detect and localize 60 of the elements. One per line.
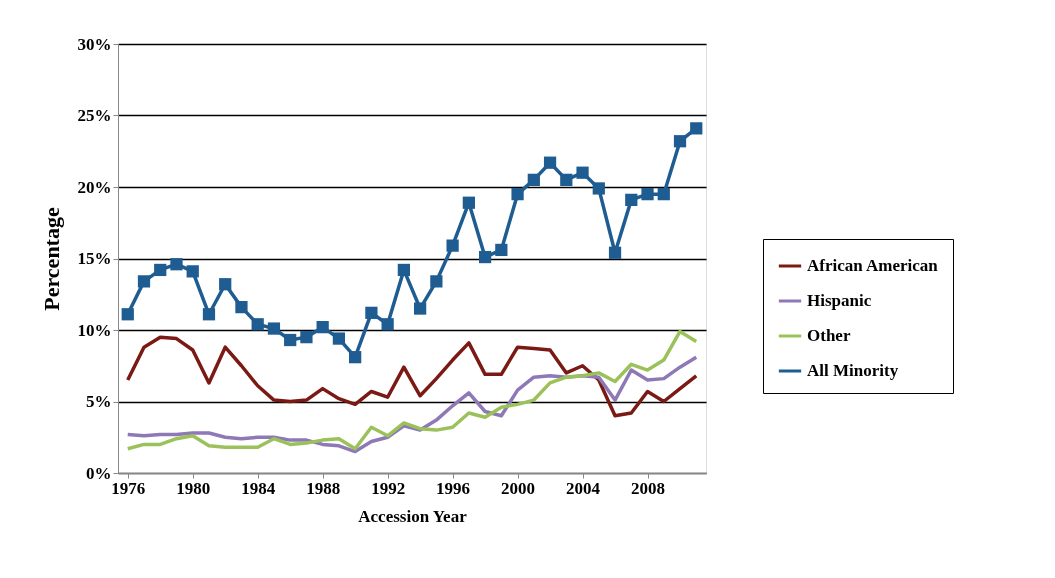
point <box>316 321 329 334</box>
point <box>202 308 216 321</box>
point <box>495 243 508 257</box>
x-tick-label: 2004 <box>566 478 601 498</box>
point <box>560 173 573 186</box>
point <box>381 318 394 331</box>
legend-label: Hispanic <box>807 291 872 310</box>
y-tick-label: 25% <box>77 106 112 125</box>
x-tick-label: 1984 <box>241 478 276 498</box>
point <box>641 188 654 201</box>
y-tick-label: 0% <box>86 463 112 483</box>
point <box>690 122 703 135</box>
point <box>625 193 638 206</box>
point <box>576 166 589 179</box>
x-tick-label: 2000 <box>501 478 536 498</box>
point <box>186 265 199 278</box>
y-tick-label: 10% <box>77 320 112 340</box>
point <box>430 275 443 288</box>
y-axis-title: Percentage <box>38 207 64 311</box>
line-series <box>126 329 698 451</box>
x-tick-label: 1988 <box>306 478 341 498</box>
legend-label: All Minority <box>807 361 899 380</box>
x-tick-label: 1992 <box>371 478 406 498</box>
x-axis-title: Accession Year <box>358 506 468 526</box>
x-tick-label: 1976 <box>111 478 146 498</box>
point <box>446 239 459 252</box>
point <box>365 306 378 319</box>
point <box>462 196 475 209</box>
legend-label: Other <box>807 326 851 345</box>
y-tick-label: 5% <box>86 392 112 411</box>
point <box>592 182 605 195</box>
point <box>219 278 232 291</box>
point <box>349 351 362 364</box>
point <box>511 188 524 201</box>
x-tick-label: 1980 <box>176 478 211 498</box>
point <box>397 263 410 277</box>
point <box>235 301 248 314</box>
point <box>608 246 622 259</box>
point <box>300 331 313 344</box>
point <box>121 308 134 321</box>
x-tick-label: 2008 <box>631 478 666 498</box>
point <box>332 332 346 345</box>
point <box>543 156 557 169</box>
y-tick-label: 30% <box>77 34 112 54</box>
point <box>527 173 540 186</box>
legend-label: African American <box>807 256 939 275</box>
point <box>414 302 427 315</box>
y-tick-label: 15% <box>77 249 112 268</box>
point <box>657 188 670 201</box>
line-series <box>126 335 698 418</box>
point <box>154 263 167 277</box>
point <box>170 258 183 271</box>
x-tick-label: 1996 <box>436 478 471 498</box>
point <box>673 135 687 148</box>
point <box>478 250 492 264</box>
point <box>251 318 264 331</box>
point <box>137 275 151 288</box>
point <box>284 333 297 347</box>
y-tick-label: 20% <box>77 177 112 197</box>
point <box>267 322 281 335</box>
